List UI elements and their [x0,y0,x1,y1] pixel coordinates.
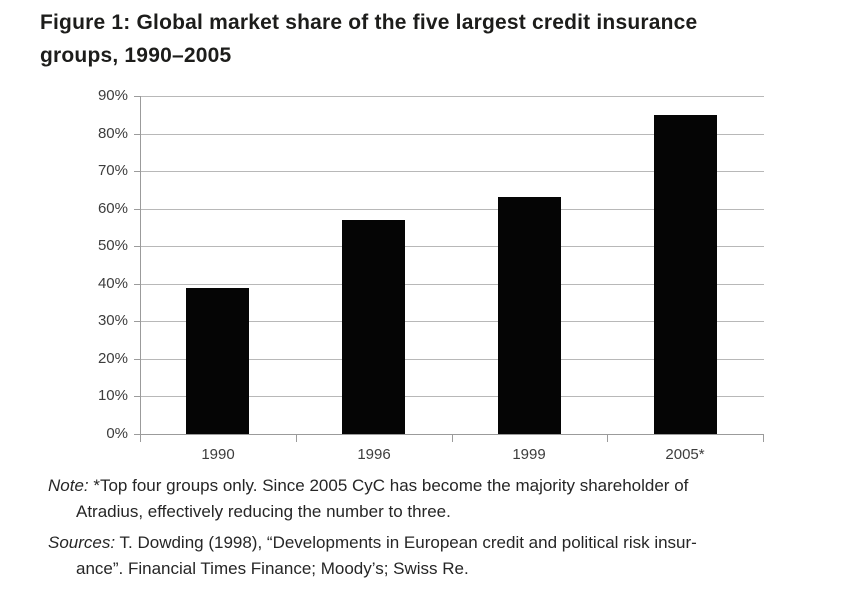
gridline-70 [141,171,764,173]
bar-chart: 0% 10% 20% 30% 40% 50% 60% 70% 80% 90% 1990 1996 199… [97,87,764,463]
x-axis-label-1999: 1999 [512,446,546,463]
y-axis-tick-0 [134,434,140,435]
x-axis-tick-3 [607,435,608,442]
y-axis-label-40: 40% [97,275,128,292]
y-axis-label-60: 60% [97,200,128,217]
y-axis-label-90: 90% [97,87,128,104]
gridline-30 [141,321,764,323]
y-axis-label-0: 0% [106,425,128,442]
y-axis-label-20: 20% [97,350,128,367]
gridline-90 [141,96,764,97]
x-axis-tick-4 [763,435,764,442]
x-axis-tick-1 [296,435,297,442]
y-axis-label-80: 80% [97,125,128,142]
y-axis-tick-90 [134,96,140,97]
y-axis-tick-10 [134,396,140,397]
y-axis-tick-60 [134,209,140,210]
y-axis-label-10: 10% [97,387,128,404]
sources-prefix: Sources: [48,533,116,552]
x-axis-tick-0 [140,435,141,442]
y-axis-tick-20 [134,359,140,360]
sources-line2: ance”. Financial Times Finance; Moody’s;… [76,559,469,578]
gridline-80 [141,133,764,135]
gridline-60 [141,208,764,210]
y-axis-tick-80 [134,134,140,135]
x-axis-label-1990: 1990 [201,446,235,463]
gridline-50 [141,246,764,248]
bar-1990 [186,288,249,434]
sources-line1-text: T. Dowding (1998), “Developments in Euro… [115,533,697,552]
y-axis-tick-50 [134,246,140,247]
sources-paragraph: Sources: T. Dowding (1998), “Development… [48,530,838,582]
x-axis-label-1996: 1996 [357,446,391,463]
note-line1: Note: *Top four groups only. Since 2005 … [48,473,838,499]
note-prefix: Note: [48,476,89,495]
bar-2005 [654,115,717,434]
note-paragraph: Note: *Top four groups only. Since 2005 … [48,473,838,525]
figure-title: Figure 1: Global market share of the fiv… [40,6,780,72]
sources-line1: Sources: T. Dowding (1998), “Development… [48,530,838,556]
gridline-20 [141,358,764,360]
bar-1996 [342,220,405,434]
y-axis-label-70: 70% [97,162,128,179]
y-axis-tick-30 [134,321,140,322]
x-axis-tick-2 [452,435,453,442]
bar-1999 [498,197,561,434]
x-axis-label-2005: 2005* [665,446,705,463]
note-line1-text: *Top four groups only. Since 2005 CyC ha… [88,476,689,495]
y-axis-tick-40 [134,284,140,285]
y-axis-label-50: 50% [97,237,128,254]
gridline-40 [141,283,764,285]
y-axis-tick-70 [134,171,140,172]
plot-area [140,96,764,435]
figure-title-line1: Figure 1: Global market share of the fiv… [40,11,698,34]
note-line2: Atradius, effectively reducing the numbe… [76,502,451,521]
y-axis-label-30: 30% [97,312,128,329]
gridline-10 [141,396,764,398]
figure-title-line2: groups, 1990–2005 [40,44,232,67]
